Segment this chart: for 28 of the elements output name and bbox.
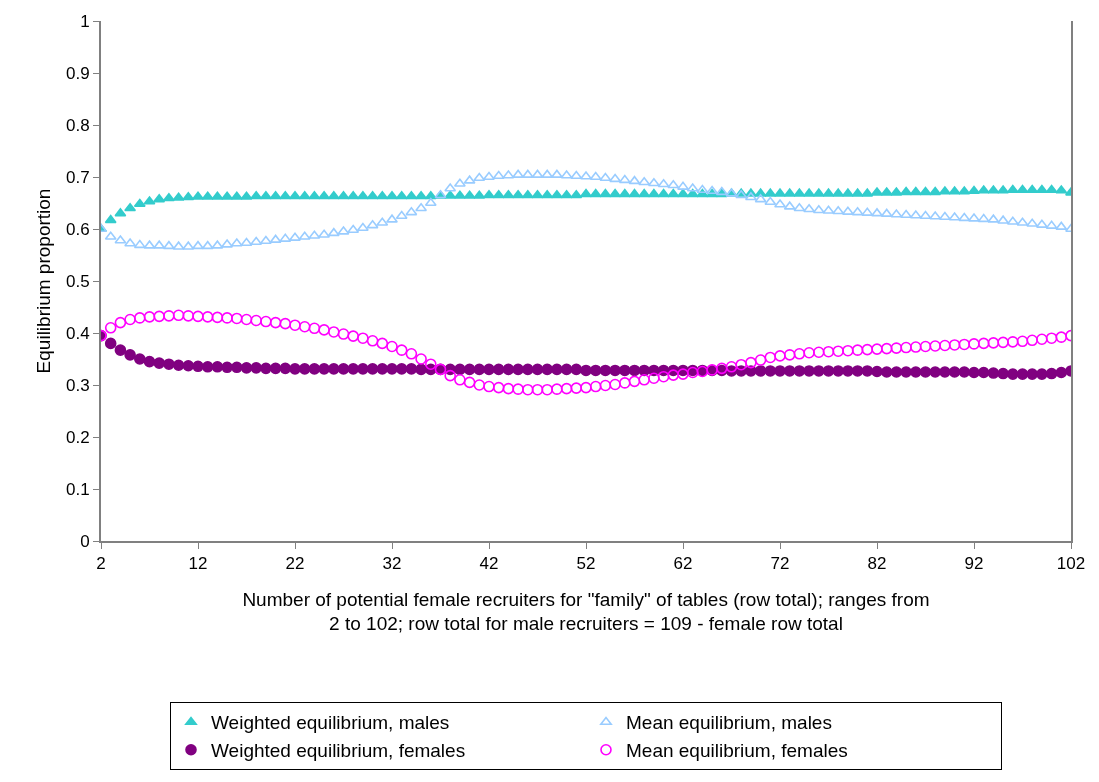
x-tick-label: 32	[382, 554, 402, 574]
x-tick-label: 62	[673, 554, 693, 574]
y-tick-label: 0.3	[65, 375, 90, 395]
legend-label: Mean equilibrium, females	[626, 740, 848, 762]
x-tick-label: 12	[188, 554, 208, 574]
x-axis-title: Number of potential female recruiters for "family" of tables (row total); ranges from 2 to 102; row total for male recruiters = 109 - female row total	[242, 588, 930, 635]
legend-label: Weighted equilibrium, females	[211, 740, 466, 762]
y-tick-label: 0.2	[65, 427, 90, 447]
legend-label: Weighted equilibrium, males	[211, 712, 450, 734]
y-tick-label: 0.5	[65, 271, 90, 291]
y-tick-label: 0.7	[65, 167, 90, 187]
y-tick-label: 0.9	[65, 63, 90, 83]
y-axis-title: Equilibrium proportion	[33, 188, 55, 374]
x-tick-label: 92	[964, 554, 984, 574]
y-tick-label: 0	[80, 531, 90, 551]
x-tick-label: 2	[96, 554, 106, 574]
x-tick-label: 52	[576, 554, 596, 574]
y-tick-label: 0.4	[65, 323, 90, 343]
y-tick-label: 0.1	[65, 479, 90, 499]
x-tick-label: 22	[285, 554, 305, 574]
x-tick-label: 102	[1056, 554, 1086, 574]
x-tick-label: 42	[479, 554, 499, 574]
legend-label: Mean equilibrium, males	[626, 712, 832, 734]
x-tick-label: 82	[867, 554, 887, 574]
y-tick-label: 1	[80, 11, 90, 31]
y-tick-label: 0.6	[65, 219, 90, 239]
y-tick-label: 0.8	[65, 115, 90, 135]
x-tick-label: 72	[770, 554, 790, 574]
